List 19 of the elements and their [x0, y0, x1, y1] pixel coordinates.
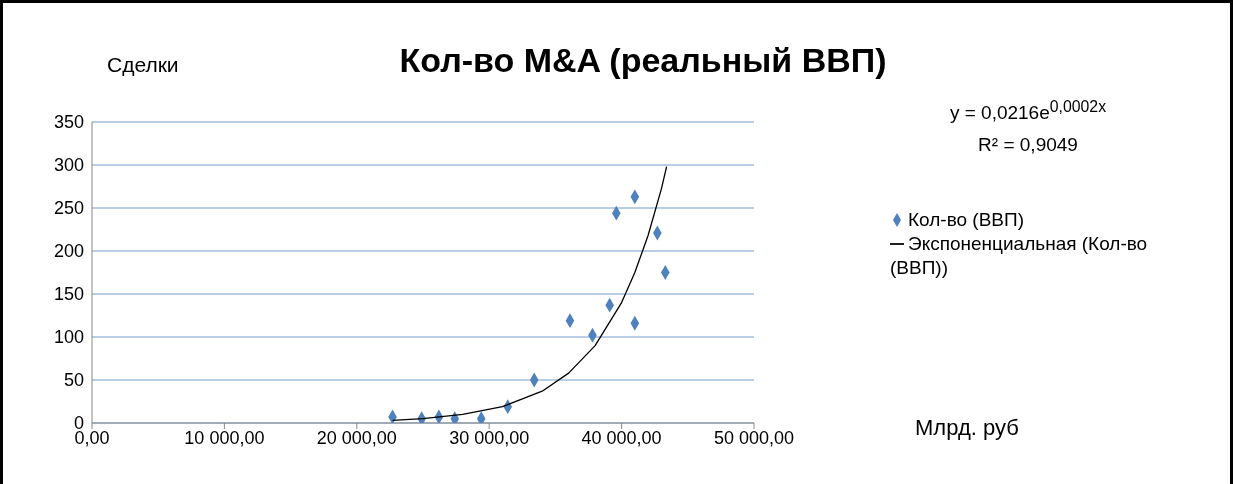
x-tick-label: 40 000,00: [581, 427, 662, 448]
y-tick-label: 300: [53, 155, 84, 176]
text: y = 0,0216e$^{0,0002x}$: [948, 97, 1108, 126]
y-tick-label: 50: [63, 370, 84, 391]
legend-label: Кол-во (ВВП): [908, 208, 1025, 230]
y-tick-label: 100: [53, 327, 84, 348]
y-axis-title: Сделки: [107, 53, 179, 77]
x-tick-label: 30 000,00: [449, 427, 530, 448]
text: Млрд. руб: [915, 415, 1019, 441]
y-tick-label: 200: [53, 241, 84, 262]
chart-title: Кол-во M&A (реальный ВВП): [398, 41, 888, 80]
legend-label: Экспоненциальная (Кол-во (ВВП)): [890, 232, 1148, 278]
y-tick-label: 250: [53, 198, 84, 219]
x-tick-label: 20 000,00: [316, 427, 397, 448]
x-tick-label: 50 000,00: [713, 427, 795, 448]
text: R² = 0,9049: [977, 133, 1079, 158]
x-tick-label: 10 000,00: [184, 427, 265, 448]
y-tick-label: 150: [53, 284, 84, 305]
y-tick-label: 350: [53, 112, 84, 133]
